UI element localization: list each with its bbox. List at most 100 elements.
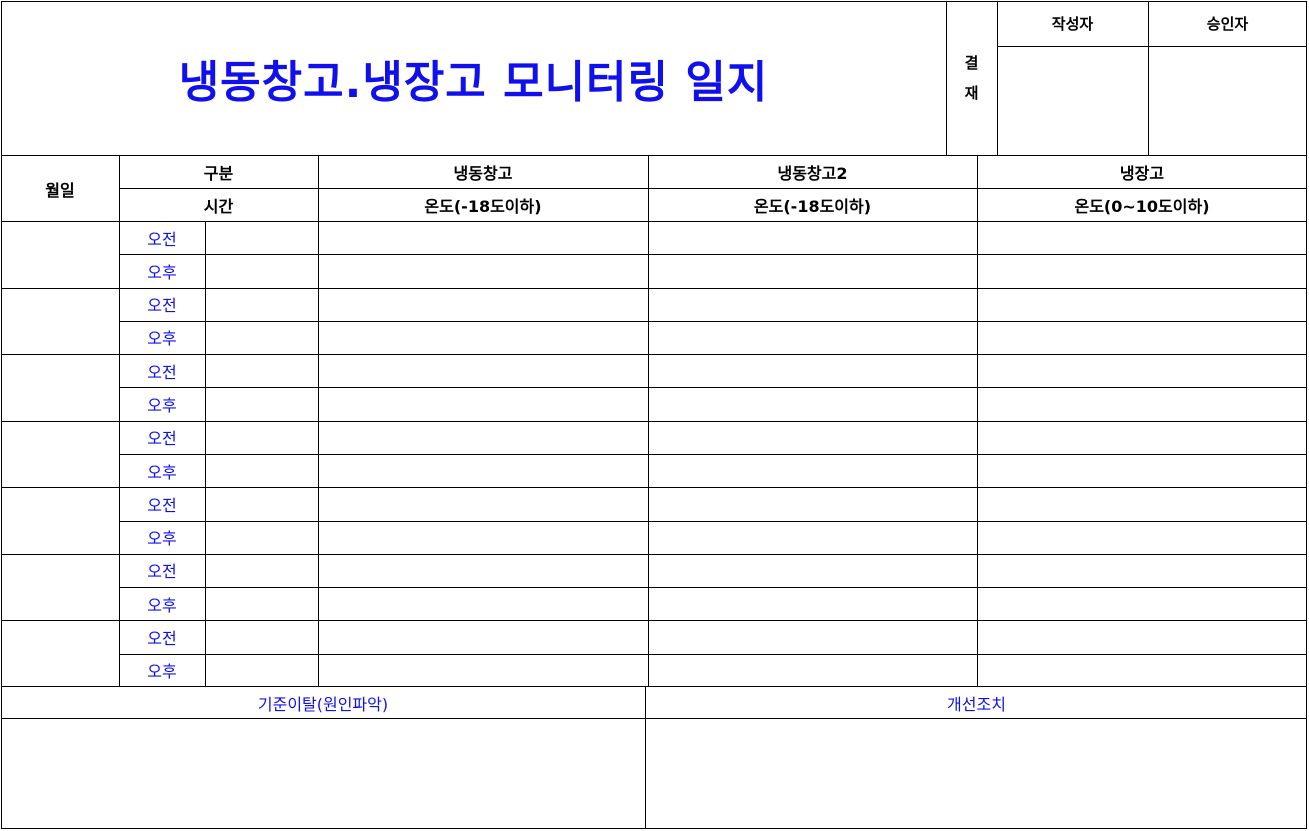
time-input-cell[interactable] (206, 455, 318, 487)
day-row-divider (1, 421, 1307, 422)
freezer-2-value[interactable] (649, 588, 977, 620)
freezer-2-value[interactable] (649, 422, 977, 454)
date-cell[interactable] (2, 422, 119, 488)
refrigerator-header: 냉장고 (1119, 164, 1165, 183)
page-title: 냉동창고.냉장고 모니터링 일지 (178, 57, 769, 108)
pm-label: 오후 (147, 462, 177, 482)
time-input-cell[interactable] (206, 322, 318, 354)
date-cell[interactable] (2, 621, 119, 687)
time-input-cell[interactable] (206, 355, 318, 387)
table-top-border (1, 155, 1307, 156)
corrective-action-header: 개선조치 (947, 694, 1006, 714)
freezer-1-value[interactable] (319, 222, 648, 254)
freezer-1-value[interactable] (319, 621, 648, 653)
time-header: 시간 (203, 197, 234, 216)
pm-label: 오후 (147, 329, 177, 349)
refrigerator-value[interactable] (978, 488, 1307, 520)
approver-signature-field[interactable] (1149, 47, 1307, 155)
time-input-cell[interactable] (206, 422, 318, 454)
freezer-1-value[interactable] (319, 322, 648, 354)
freezer-2-value[interactable] (649, 322, 977, 354)
refrigerator-value[interactable] (978, 222, 1307, 254)
freezer-1-value[interactable] (319, 388, 648, 420)
refrigerator-value[interactable] (978, 422, 1307, 454)
freezer-2-value[interactable] (649, 222, 977, 254)
refrigerator-value[interactable] (978, 322, 1307, 354)
column-divider (977, 155, 978, 686)
corrective-action-field[interactable] (646, 719, 1306, 828)
category-header: 구분 (203, 164, 234, 183)
time-input-cell[interactable] (206, 555, 318, 587)
refrigerator-value[interactable] (978, 522, 1307, 554)
refrigerator-condition: 온도(0~10도이하) (1074, 197, 1210, 216)
column-divider (318, 155, 319, 686)
day-row-divider (1, 288, 1307, 289)
refrigerator-value[interactable] (978, 388, 1307, 420)
footer-top-border (1, 686, 1307, 687)
date-header: 월일 (45, 180, 75, 200)
time-input-cell[interactable] (206, 222, 318, 254)
pm-label: 오후 (147, 396, 177, 416)
date-cell[interactable] (2, 222, 119, 288)
refrigerator-value[interactable] (978, 255, 1307, 287)
freezer-1-value[interactable] (319, 488, 648, 520)
refrigerator-value[interactable] (978, 355, 1307, 387)
approval-divider (1148, 1, 1149, 155)
freezer-1-value[interactable] (319, 355, 648, 387)
am-label: 오전 (147, 562, 177, 582)
freezer-2-value[interactable] (649, 522, 977, 554)
freezer-1-value[interactable] (319, 522, 648, 554)
am-label: 오전 (147, 495, 177, 515)
freezer-2-value[interactable] (649, 289, 977, 321)
freezer-1-condition: 온도(-18도이하) (424, 197, 542, 216)
pm-label: 오후 (147, 529, 177, 549)
header-divider (119, 188, 1307, 189)
refrigerator-value[interactable] (978, 621, 1307, 653)
freezer-1-value[interactable] (319, 555, 648, 587)
approval-divider (997, 1, 998, 155)
freezer-2-value[interactable] (649, 255, 977, 287)
freezer-1-value[interactable] (319, 588, 648, 620)
freezer-2-value[interactable] (649, 555, 977, 587)
freezer-2-value[interactable] (649, 488, 977, 520)
freezer-1-value[interactable] (319, 455, 648, 487)
freezer-1-value[interactable] (319, 289, 648, 321)
refrigerator-value[interactable] (978, 588, 1307, 620)
writer-signature-field[interactable] (998, 47, 1148, 155)
date-cell[interactable] (2, 289, 119, 355)
time-input-cell[interactable] (206, 588, 318, 620)
freezer-1-value[interactable] (319, 422, 648, 454)
am-label: 오전 (147, 229, 177, 249)
time-input-cell[interactable] (206, 621, 318, 653)
time-input-cell[interactable] (206, 388, 318, 420)
time-input-cell[interactable] (206, 289, 318, 321)
time-input-cell[interactable] (206, 488, 318, 520)
date-cell[interactable] (2, 555, 119, 621)
time-input-cell[interactable] (206, 522, 318, 554)
deviation-header: 기준이탈(원인파악) (257, 694, 389, 714)
refrigerator-value[interactable] (978, 555, 1307, 587)
half-row-divider (119, 521, 1307, 522)
freezer-2-value[interactable] (649, 655, 977, 687)
half-row-divider (119, 387, 1307, 388)
approval-divider (946, 1, 947, 155)
freezer-2-header: 냉동창고2 (777, 164, 848, 183)
refrigerator-value[interactable] (978, 289, 1307, 321)
freezer-2-value[interactable] (649, 388, 977, 420)
time-input-cell[interactable] (206, 655, 318, 687)
freezer-1-value[interactable] (319, 255, 648, 287)
date-cell[interactable] (2, 488, 119, 554)
deviation-field[interactable] (2, 719, 645, 828)
freezer-2-value[interactable] (649, 621, 977, 653)
freezer-2-value[interactable] (649, 455, 977, 487)
day-row-divider (1, 354, 1307, 355)
refrigerator-value[interactable] (978, 455, 1307, 487)
time-input-cell[interactable] (206, 255, 318, 287)
date-cell[interactable] (2, 355, 119, 421)
approval-label: 결 재 (946, 1, 997, 155)
freezer-2-value[interactable] (649, 355, 977, 387)
freezer-1-value[interactable] (319, 655, 648, 687)
refrigerator-value[interactable] (978, 655, 1307, 687)
